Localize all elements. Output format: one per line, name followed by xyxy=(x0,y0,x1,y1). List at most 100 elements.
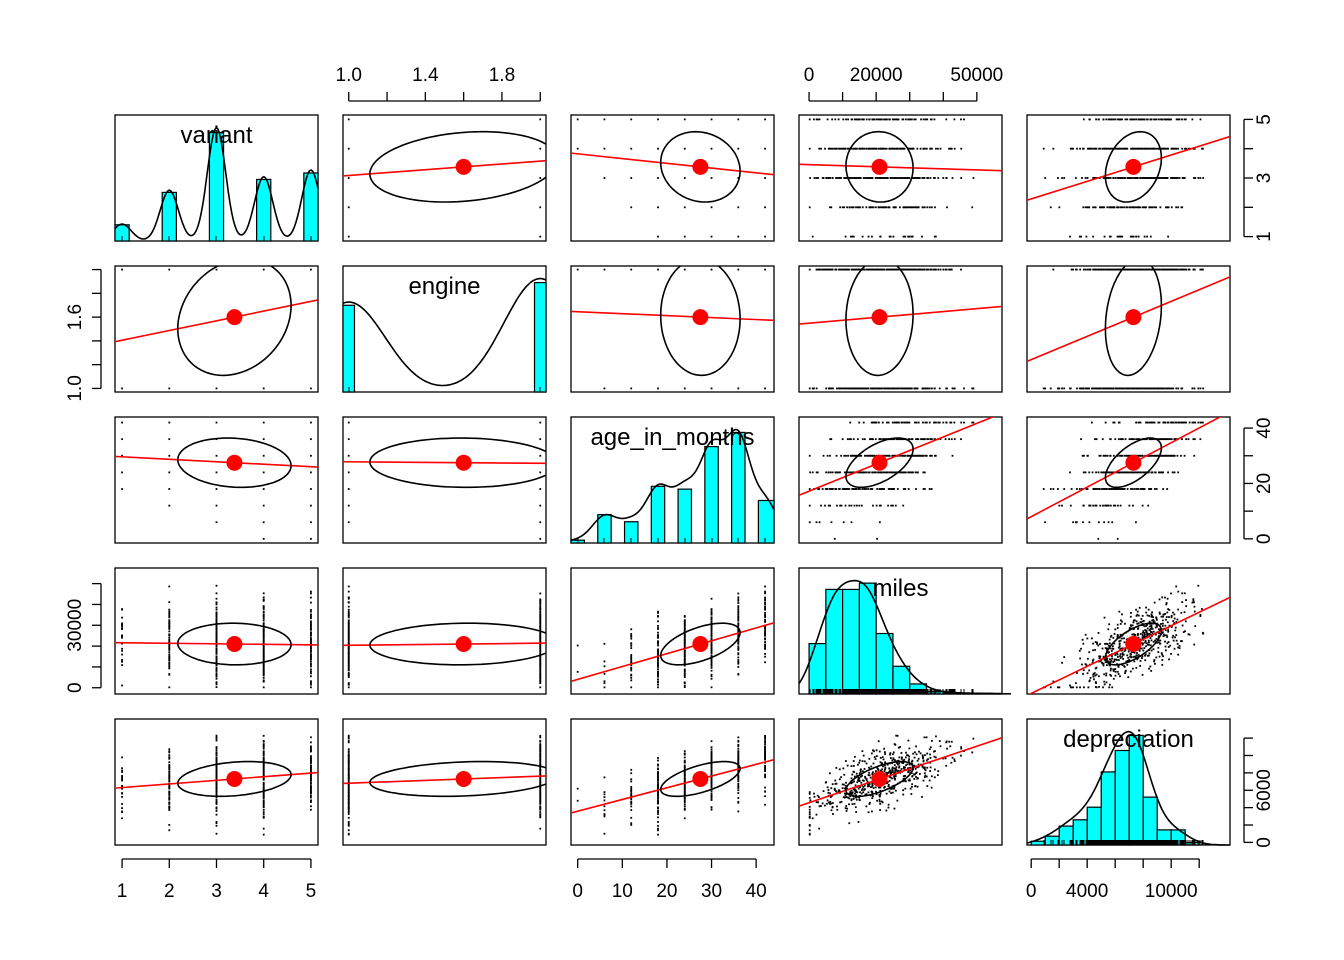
data-point xyxy=(737,647,740,649)
correlation-ellipse xyxy=(659,760,741,798)
data-point xyxy=(710,620,713,623)
data-point xyxy=(1132,667,1134,670)
data-point xyxy=(603,660,606,663)
data-point xyxy=(843,796,846,799)
data-point xyxy=(683,670,686,673)
data-point xyxy=(1193,387,1196,390)
data-point xyxy=(1161,471,1164,474)
data-point xyxy=(657,785,659,787)
data-point xyxy=(869,206,872,209)
data-point xyxy=(310,794,312,797)
data-point xyxy=(886,471,889,474)
data-point xyxy=(1084,387,1087,390)
data-point xyxy=(1143,118,1146,121)
data-point xyxy=(840,177,843,179)
data-point xyxy=(1101,387,1104,390)
data-point xyxy=(539,793,542,795)
data-point xyxy=(894,504,897,507)
data-point xyxy=(764,603,766,606)
data-point xyxy=(168,643,171,646)
data-point xyxy=(900,177,903,179)
data-point xyxy=(539,787,542,790)
data-point xyxy=(262,624,265,627)
data-point xyxy=(1113,658,1116,661)
data-point xyxy=(737,659,740,661)
data-point xyxy=(895,421,898,424)
data-point xyxy=(1105,674,1108,677)
data-point xyxy=(1184,147,1186,150)
data-point xyxy=(1158,629,1161,632)
data-point xyxy=(1154,488,1156,490)
data-point xyxy=(262,670,265,673)
data-point xyxy=(737,762,740,765)
data-point xyxy=(683,669,686,672)
data-point xyxy=(816,118,819,121)
data-point xyxy=(603,799,606,802)
data-point xyxy=(1165,618,1167,621)
data-point xyxy=(865,206,868,209)
data-point xyxy=(1168,609,1171,611)
data-point xyxy=(1094,488,1097,490)
data-point xyxy=(347,235,350,238)
data-point xyxy=(630,667,633,670)
data-point xyxy=(1107,504,1110,507)
panel-depreciation-vs-depreciation: depreciation xyxy=(1026,718,1231,846)
panel-frame xyxy=(570,114,775,242)
data-point xyxy=(657,791,659,794)
data-point xyxy=(310,749,312,752)
data-point xyxy=(809,177,812,179)
data-point xyxy=(902,789,905,792)
data-point xyxy=(1099,643,1101,645)
data-point xyxy=(539,662,542,664)
data-point xyxy=(539,816,542,819)
data-point xyxy=(1135,654,1138,657)
data-point xyxy=(630,805,633,808)
data-point xyxy=(828,772,831,775)
centroid-point xyxy=(1125,158,1142,175)
data-point xyxy=(310,747,312,750)
data-point xyxy=(683,752,686,755)
data-point xyxy=(168,665,171,667)
data-point xyxy=(1133,387,1136,390)
data-point xyxy=(683,673,686,676)
data-point xyxy=(710,794,713,796)
data-point xyxy=(1108,118,1111,121)
data-point xyxy=(1188,633,1191,636)
data-point xyxy=(908,747,911,750)
data-point xyxy=(310,683,312,686)
data-point xyxy=(896,268,899,271)
data-point xyxy=(928,387,931,390)
data-point xyxy=(862,118,865,121)
data-point xyxy=(539,675,542,678)
data-point xyxy=(851,268,854,271)
data-point xyxy=(215,751,218,754)
data-point xyxy=(1091,659,1094,662)
data-point xyxy=(737,628,740,631)
data-point xyxy=(884,118,886,121)
data-point xyxy=(877,118,880,121)
data-point xyxy=(1111,206,1113,209)
data-point xyxy=(850,471,853,474)
data-point xyxy=(889,235,892,238)
data-point xyxy=(853,775,856,778)
data-point xyxy=(1187,147,1190,150)
data-point xyxy=(1117,206,1119,209)
data-point xyxy=(603,805,606,808)
data-point xyxy=(1137,633,1139,635)
data-point xyxy=(764,746,766,748)
data-point xyxy=(1168,118,1170,121)
data-point xyxy=(737,759,740,762)
data-point xyxy=(121,767,123,770)
data-point xyxy=(829,438,832,441)
data-point xyxy=(1063,488,1066,490)
data-point xyxy=(852,268,855,271)
data-point xyxy=(879,177,882,179)
data-point xyxy=(539,757,542,760)
data-point xyxy=(168,768,171,771)
data-point xyxy=(262,664,265,667)
data-point xyxy=(539,763,542,766)
data-point xyxy=(910,147,913,150)
data-point xyxy=(710,773,713,776)
data-point xyxy=(539,623,542,625)
data-point xyxy=(1144,629,1147,632)
